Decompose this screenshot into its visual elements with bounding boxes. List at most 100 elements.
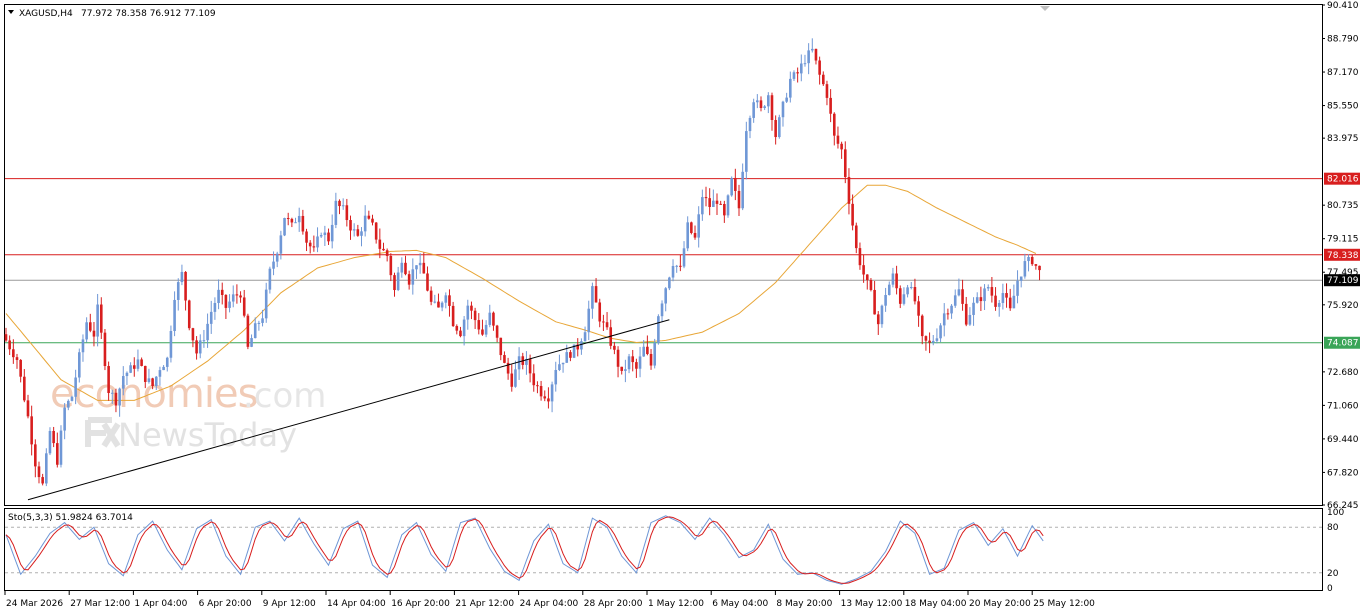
- support-trendline: [27, 319, 670, 501]
- candle-bear: [854, 225, 858, 249]
- candle-bear: [92, 330, 96, 337]
- candle-bear: [594, 286, 598, 303]
- candle-bull: [983, 288, 986, 302]
- candle-bear: [979, 297, 983, 302]
- candle-bull: [253, 323, 257, 339]
- candle-bear: [239, 295, 242, 298]
- time-tick-label: 6 Apr 20:00: [199, 599, 252, 609]
- candle-bull: [418, 262, 422, 266]
- trendline-layer[interactable]: [27, 319, 670, 501]
- candle-bear: [495, 325, 499, 338]
- candle-bear: [528, 358, 532, 374]
- candle-bear: [924, 336, 928, 341]
- candle-bull: [48, 430, 52, 454]
- candle-bear: [616, 349, 620, 367]
- chart-shift-icon[interactable]: [1040, 6, 1050, 11]
- candle-bear: [536, 385, 539, 387]
- candle-bull: [268, 268, 272, 290]
- candle-bull: [712, 200, 715, 207]
- time-tick-label: 14 Apr 04:00: [327, 599, 386, 609]
- candle-bear: [569, 352, 572, 358]
- candle-bear: [338, 200, 341, 207]
- candle-bull: [294, 222, 297, 224]
- candle-bull: [261, 318, 264, 323]
- candle-bear: [195, 340, 198, 354]
- candle-bear: [220, 289, 224, 295]
- price-tick-label: 69.440: [1327, 435, 1359, 445]
- candle-bull: [752, 102, 755, 118]
- candle-bear: [345, 205, 349, 221]
- time-tick-label: 6 May 04:00: [712, 599, 768, 609]
- candle-bull: [587, 308, 591, 333]
- candle-bear: [818, 60, 821, 75]
- support-price-tag-label: 74.087: [1327, 339, 1359, 349]
- candle-bull: [778, 117, 781, 138]
- candle-bull: [297, 215, 301, 223]
- candle-bear: [4, 334, 8, 341]
- candle-bear: [34, 444, 37, 467]
- candle-bull: [81, 339, 85, 353]
- candle-bull: [811, 48, 814, 51]
- time-tick-label: 28 Apr 20:00: [584, 599, 643, 609]
- candle-bear: [132, 365, 136, 369]
- candle-bull: [642, 346, 646, 357]
- candle-bear: [349, 220, 352, 231]
- candle-bear: [422, 262, 426, 274]
- price-tick-label: 80.735: [1327, 201, 1359, 211]
- candle-bull: [572, 344, 576, 358]
- candle-bull: [59, 430, 63, 465]
- candle-bear: [851, 203, 854, 226]
- candle-bear: [679, 265, 682, 267]
- price-tick-label: 87.170: [1327, 68, 1359, 78]
- candle-bear: [246, 315, 250, 347]
- candle-bull: [792, 72, 796, 79]
- candle-bull: [781, 101, 785, 118]
- watermark-sub: NewsToday: [118, 416, 297, 454]
- candle-bull: [158, 370, 162, 377]
- candle-bear: [1008, 297, 1012, 309]
- candle-bull: [231, 294, 235, 302]
- watermark: economies .com NewsToday: [50, 371, 326, 454]
- candle-bear: [393, 275, 396, 291]
- symbol-menu-icon[interactable]: [8, 10, 14, 14]
- candle-bull: [763, 106, 766, 109]
- candle-bear: [143, 365, 147, 382]
- candle-bull: [748, 117, 752, 132]
- candle-bear: [715, 200, 719, 204]
- candle-bull: [517, 356, 521, 370]
- candle-bull: [986, 287, 990, 289]
- candle-bear: [437, 301, 440, 308]
- candle-bear: [374, 222, 378, 240]
- candle-bear: [620, 366, 624, 371]
- candle-bull: [682, 248, 686, 267]
- candle-bull: [96, 304, 99, 337]
- candle-bear: [990, 287, 994, 296]
- price-tick-label: 88.790: [1327, 35, 1359, 45]
- candle-bear: [873, 289, 876, 315]
- candle-bear: [1034, 264, 1038, 266]
- candle-bull: [880, 305, 884, 325]
- candle-bear: [825, 84, 829, 98]
- stoch-main-line: [5, 515, 1044, 585]
- candle-bear: [895, 273, 898, 289]
- candle-bear: [371, 218, 374, 223]
- candle-bear: [451, 305, 455, 327]
- candle-bull: [396, 272, 400, 291]
- candle-bull: [800, 63, 803, 74]
- candle-bear: [103, 332, 107, 367]
- candle-bull: [70, 396, 74, 401]
- candle-bull: [147, 378, 151, 382]
- candle-bull: [169, 330, 173, 358]
- candle-bear: [367, 215, 371, 219]
- candle-bull: [975, 297, 979, 303]
- candle-bull: [686, 222, 689, 249]
- candle-bull: [671, 265, 675, 278]
- candle-bull: [565, 352, 569, 363]
- candle-bear: [898, 288, 902, 304]
- candle-bull: [591, 286, 594, 309]
- candle-bear: [510, 373, 514, 387]
- candle-bull: [957, 289, 961, 296]
- candle-bear: [770, 95, 774, 121]
- candle-bull: [1012, 295, 1016, 309]
